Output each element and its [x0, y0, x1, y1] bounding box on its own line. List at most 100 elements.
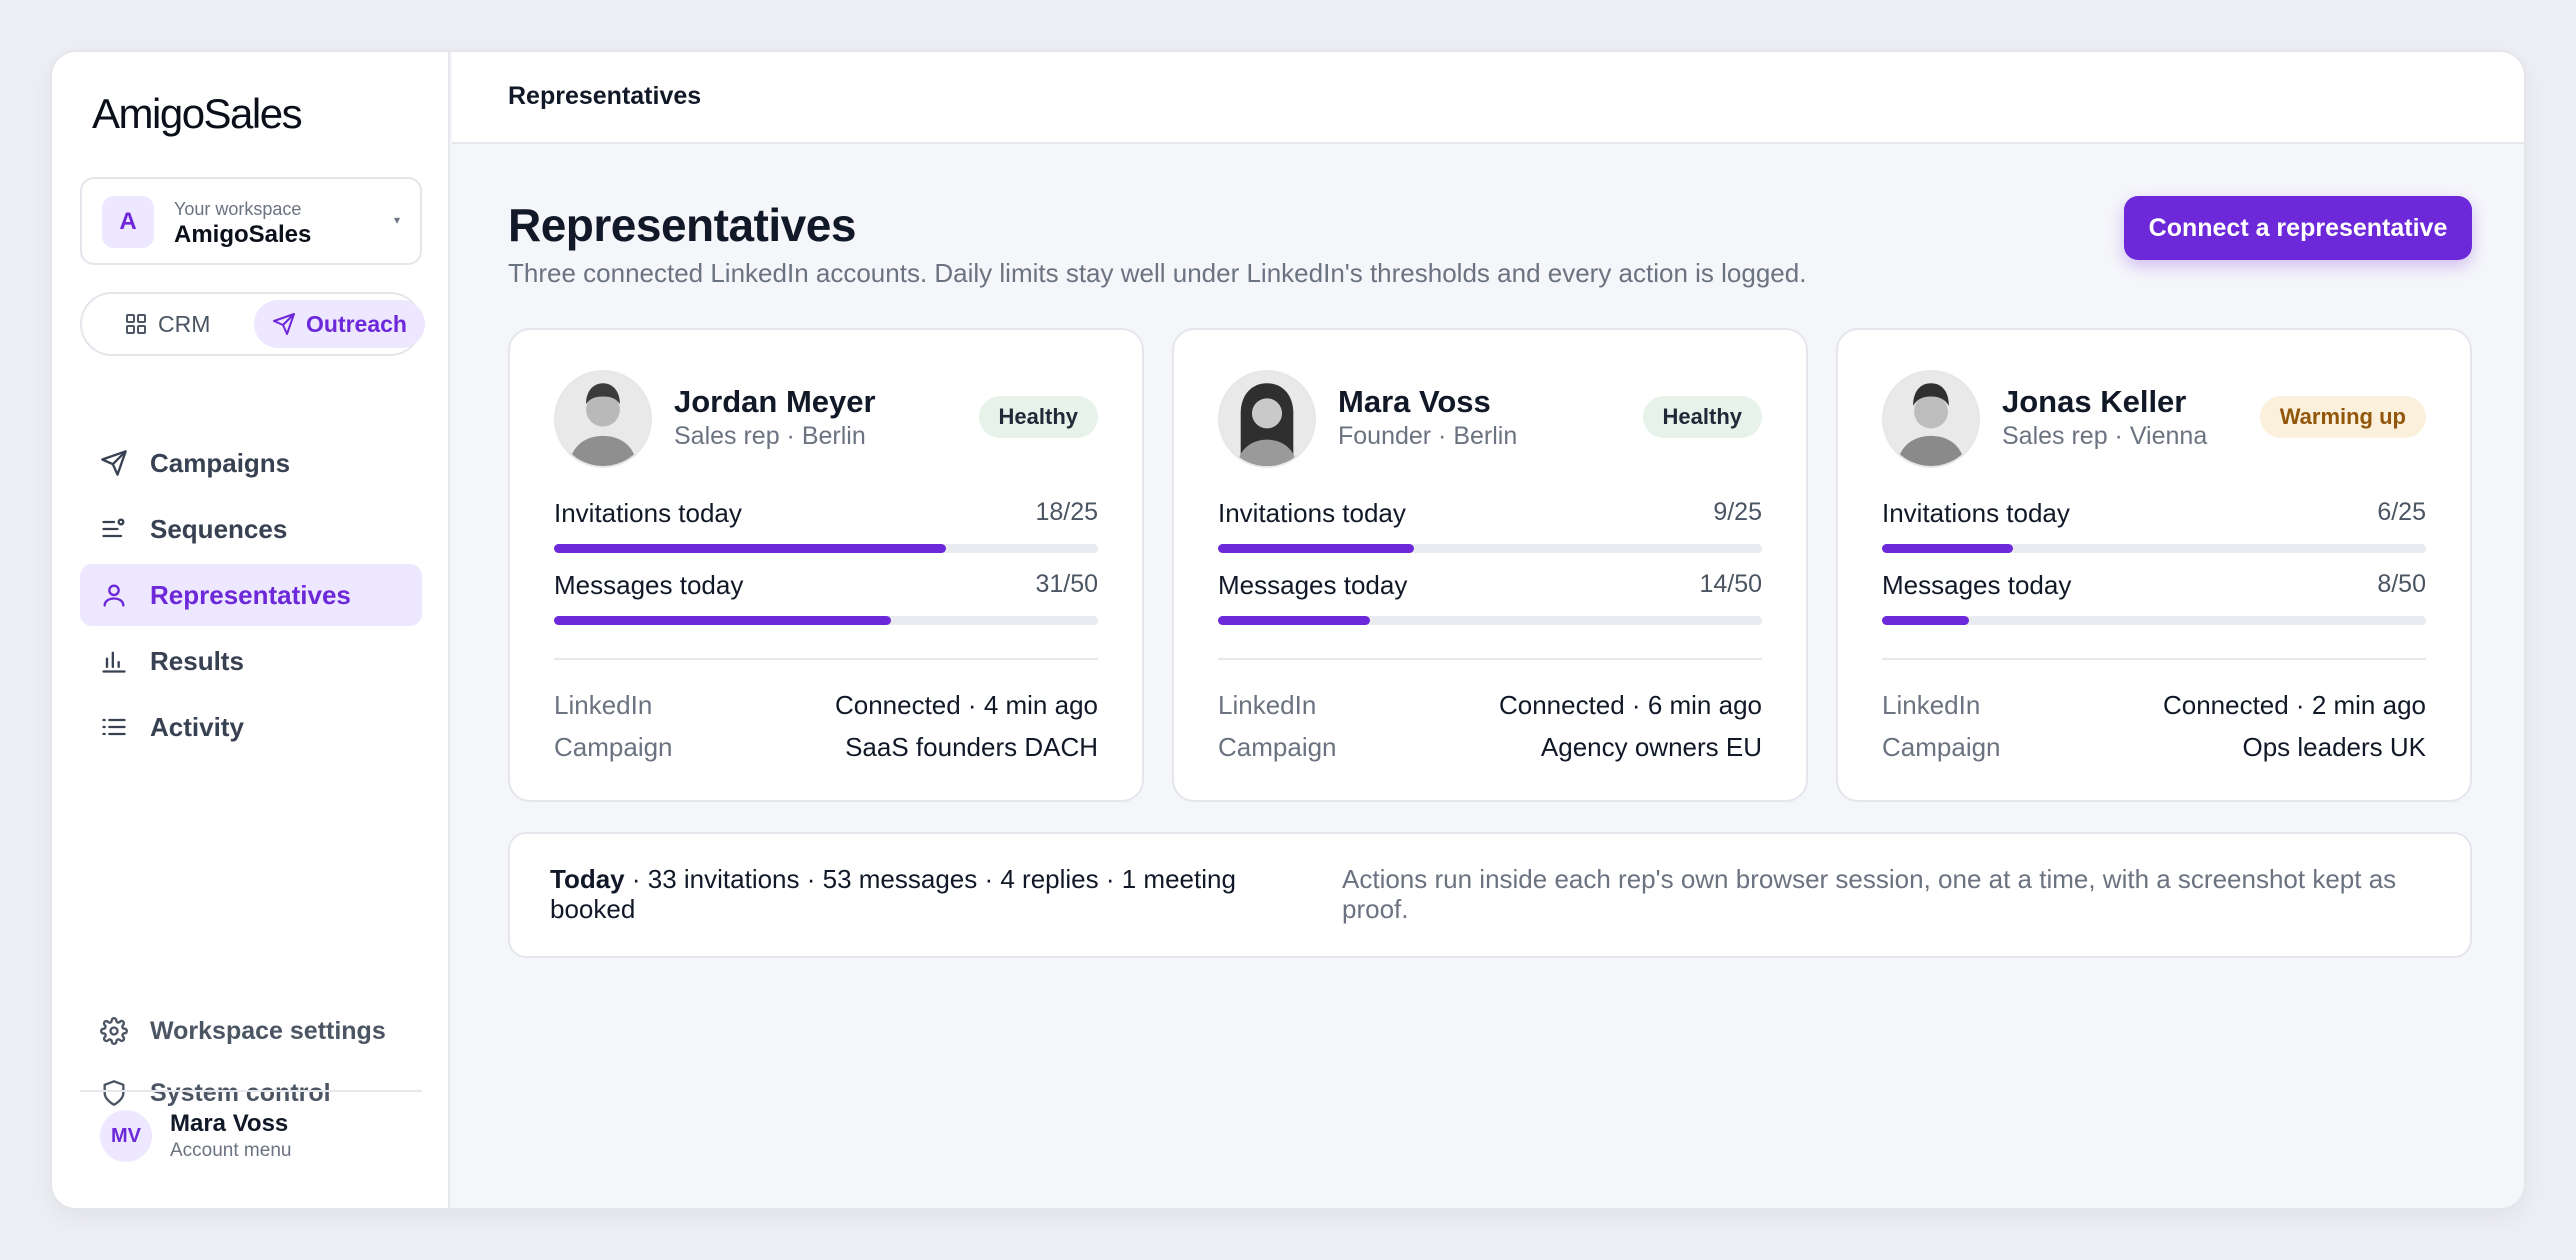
page-title: Representatives	[508, 199, 856, 251]
messages-progress	[1882, 616, 2426, 625]
messages-progress-fill	[1882, 616, 1970, 625]
workspace-caption: Your workspace	[174, 199, 302, 219]
workspace-name: AmigoSales	[174, 221, 312, 248]
tab-crm-label: CRM	[158, 310, 211, 337]
status-badge: Healthy	[978, 396, 1098, 438]
tab-outreach-label: Outreach	[306, 310, 407, 337]
sidebar-nav: Campaigns Sequences Representatives Resu…	[80, 432, 422, 762]
invitations-progress-fill	[1882, 544, 2013, 553]
sidebar-item-results[interactable]: Results	[80, 630, 422, 692]
app-window: AmigoSales A Your workspace AmigoSales ▾…	[50, 50, 2526, 1210]
linkedin-status: Connected · 2 min ago	[2162, 690, 2426, 720]
connect-representative-button[interactable]: Connect a representative	[2124, 196, 2472, 260]
sidebar-item-label: Sequences	[150, 513, 288, 544]
messages-value: 14/50	[1699, 570, 1762, 598]
linkedin-label: LinkedIn	[1882, 690, 1981, 720]
sidebar-item-campaigns[interactable]: Campaigns	[80, 432, 422, 494]
rep-role: Sales rep · Vienna	[2002, 422, 2208, 450]
sidebar: AmigoSales A Your workspace AmigoSales ▾…	[52, 52, 450, 1208]
breadcrumb: Representatives	[508, 82, 702, 110]
messages-label: Messages today	[1218, 570, 1408, 600]
messages-progress	[1218, 616, 1762, 625]
today-summary-stats: Today · 33 invitations · 53 messages · 4…	[550, 864, 1290, 924]
gear-icon	[100, 1017, 128, 1045]
avatar	[554, 370, 652, 468]
rep-role: Sales rep · Berlin	[674, 422, 866, 450]
today-summary: Today · 33 invitations · 53 messages · 4…	[508, 832, 2472, 958]
sidebar-item-label: Campaigns	[150, 447, 291, 478]
system-control-label: System control	[150, 1078, 331, 1107]
invitations-value: 6/25	[2377, 498, 2426, 526]
invitations-progress	[554, 544, 1098, 553]
chevron-down-icon: ▾	[393, 213, 400, 227]
workspace-settings-label: Workspace settings	[150, 1016, 386, 1045]
representative-card: Mara Voss Founder · Berlin Healthy Invit…	[1172, 328, 1808, 802]
invitations-progress	[1218, 544, 1762, 553]
rep-name: Jordan Meyer	[674, 384, 876, 419]
shield-icon	[103, 1080, 125, 1106]
system-control-link[interactable]: System control	[80, 1064, 422, 1122]
linkedin-label: LinkedIn	[1218, 690, 1317, 720]
representative-card: Jonas Keller Sales rep · Vienna Warming …	[1836, 328, 2472, 802]
messages-progress-fill	[554, 616, 892, 625]
sidebar-item-representatives[interactable]: Representatives	[80, 564, 422, 626]
topbar: Representatives	[452, 52, 2524, 144]
send-icon	[273, 313, 295, 335]
app-logo: AmigoSales	[92, 90, 303, 137]
campaign-label: Campaign	[554, 732, 673, 762]
messages-progress	[554, 616, 1098, 625]
campaign-value: Ops leaders UK	[2242, 732, 2426, 762]
send-icon	[101, 450, 127, 476]
sidebar-divider	[80, 1090, 422, 1092]
invitations-value: 18/25	[1035, 498, 1098, 526]
linkedin-status: Connected · 4 min ago	[834, 690, 1098, 720]
today-stats: · 33 invitations · 53 messages · 4 repli…	[550, 864, 1236, 924]
list-icon	[102, 718, 126, 736]
tab-outreach[interactable]: Outreach	[254, 300, 425, 348]
workspace-settings-link[interactable]: Workspace settings	[80, 1002, 422, 1060]
card-divider	[1218, 658, 1762, 660]
invitations-progress	[1882, 544, 2426, 553]
invitations-label: Invitations today	[1218, 498, 1406, 528]
invitations-progress-fill	[554, 544, 946, 553]
linkedin-label: LinkedIn	[554, 690, 653, 720]
card-divider	[1882, 658, 2426, 660]
today-summary-note: Actions run inside each rep's own browse…	[1342, 864, 2397, 924]
messages-label: Messages today	[1882, 570, 2072, 600]
module-switcher: CRM Outreach	[80, 292, 425, 356]
status-badge: Healthy	[1642, 396, 1762, 438]
account-sub: Account menu	[170, 1140, 292, 1161]
workspace-avatar: A	[102, 196, 154, 248]
campaign-value: SaaS founders DACH	[845, 732, 1098, 762]
messages-label: Messages today	[554, 570, 744, 600]
linkedin-status: Connected · 6 min ago	[1498, 690, 1762, 720]
avatar	[1218, 370, 1316, 468]
tab-crm[interactable]: CRM	[106, 300, 228, 348]
avatar: MV	[100, 1110, 152, 1162]
sidebar-bottom-links: Workspace settings System control	[80, 1002, 422, 1126]
card-divider	[554, 658, 1098, 660]
page-subtitle: Three connected LinkedIn accounts. Daily…	[508, 258, 1807, 288]
sidebar-item-label: Activity	[150, 711, 244, 742]
campaign-label: Campaign	[1218, 732, 1337, 762]
bar-chart-icon	[102, 651, 126, 673]
avatar	[1882, 370, 1980, 468]
sidebar-item-sequences[interactable]: Sequences	[80, 498, 422, 560]
sidebar-item-activity[interactable]: Activity	[80, 696, 422, 758]
sequence-icon	[102, 518, 125, 538]
workspace-switcher[interactable]: A Your workspace AmigoSales ▾	[80, 177, 422, 265]
user-icon	[103, 584, 125, 607]
messages-value: 31/50	[1035, 570, 1098, 598]
invitations-value: 9/25	[1713, 498, 1762, 526]
invitations-label: Invitations today	[554, 498, 742, 528]
account-name: Mara Voss	[170, 1110, 289, 1137]
campaign-value: Agency owners EU	[1540, 732, 1762, 762]
status-badge: Warming up	[2259, 396, 2426, 438]
grid-icon	[126, 314, 146, 334]
sidebar-item-label: Results	[150, 645, 244, 676]
campaign-label: Campaign	[1882, 732, 2001, 762]
invitations-label: Invitations today	[1882, 498, 2070, 528]
account-menu[interactable]: MV Mara Voss Account menu	[100, 1108, 420, 1168]
messages-value: 8/50	[2377, 570, 2426, 598]
rep-name: Mara Voss	[1338, 384, 1491, 419]
